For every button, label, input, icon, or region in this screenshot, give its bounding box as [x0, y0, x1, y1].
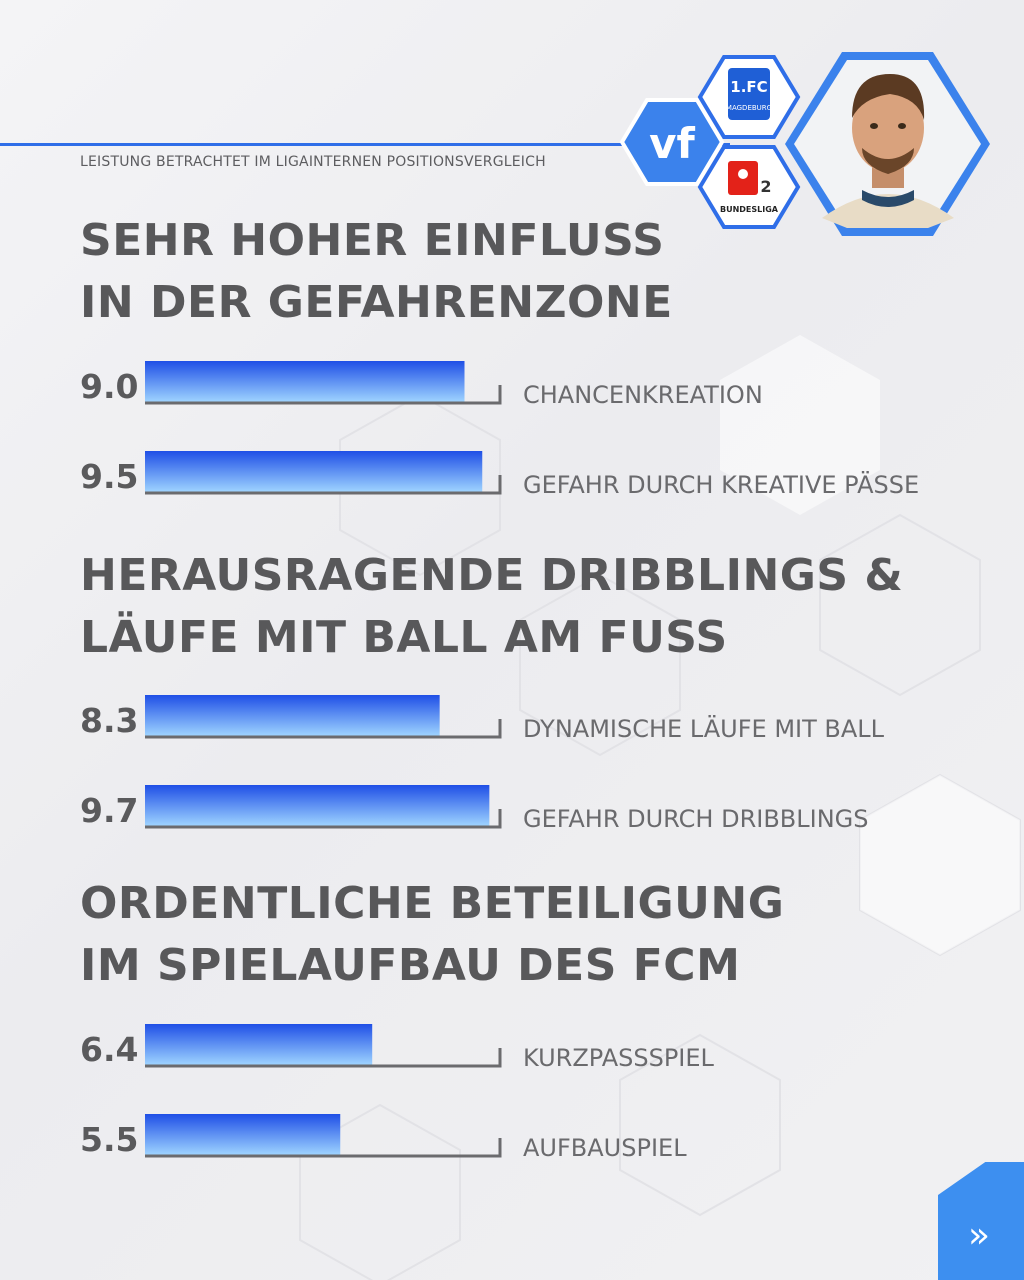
- bar-track: [145, 1138, 502, 1158]
- section-title-2-line2: LÄUFE MIT BALL AM FUSS: [80, 612, 728, 663]
- metric-row: 8.3 DYNAMISCHE LÄUFE MIT BALL: [80, 695, 885, 743]
- vf-badge-text: vf: [649, 119, 695, 168]
- section-title-1-line1: SEHR HOHER EINFLUSS: [80, 215, 665, 266]
- metric-row: 5.5 AUFBAUSPIEL: [80, 1114, 687, 1162]
- bar: [145, 1114, 341, 1155]
- bar-value-label: 6.4: [80, 1030, 138, 1069]
- bar-category-label: GEFAHR DURCH DRIBBLINGS: [523, 805, 869, 833]
- metric-row: 9.7 GEFAHR DURCH DRIBBLINGS: [80, 785, 869, 833]
- bar: [145, 361, 465, 402]
- bar-track: [145, 719, 502, 739]
- bar-category-label: AUFBAUSPIEL: [523, 1134, 687, 1162]
- bar-value-label: 9.0: [80, 367, 138, 406]
- club-logo: 1.FC MAGDEBURG: [697, 55, 801, 139]
- header-logos: vf 1.FC MAGDEBURG 2 BUNDESLIGA: [619, 52, 990, 236]
- bar-track: [145, 809, 502, 829]
- bar-value-label: 5.5: [80, 1120, 138, 1159]
- bar-value-label: 8.3: [80, 701, 138, 740]
- bar-value-label: 9.7: [80, 791, 138, 830]
- metric-row: 9.0 CHANCENKREATION: [80, 361, 763, 409]
- header-accent-line: [0, 143, 730, 146]
- club-logo-subtext: MAGDEBURG: [726, 104, 772, 112]
- league-logo: 2 BUNDESLIGA: [697, 145, 801, 229]
- section-title-3-line1: ORDENTLICHE BETEILIGUNG: [80, 878, 785, 929]
- club-logo-text: 1.FC: [730, 78, 767, 96]
- bar-category-label: CHANCENKREATION: [523, 381, 763, 409]
- section-title-1-line2: IN DER GEFAHRENZONE: [80, 277, 673, 328]
- bar: [145, 695, 440, 736]
- bar-category-label: KURZPASSSPIEL: [523, 1044, 715, 1072]
- bar: [145, 451, 483, 492]
- league-logo-number: 2: [760, 177, 771, 196]
- player-portrait: [785, 52, 990, 236]
- vf-badge: vf: [619, 98, 725, 186]
- bar-value-label: 9.5: [80, 457, 138, 496]
- metric-row: 9.5 GEFAHR DURCH KREATIVE PÄSSE: [80, 451, 919, 499]
- bar: [145, 785, 490, 826]
- bar-track: [145, 475, 502, 495]
- bar: [145, 1024, 373, 1065]
- section-title-3-line2: IM SPIELAUFBAU DES FCM: [80, 940, 741, 991]
- bar-category-label: DYNAMISCHE LÄUFE MIT BALL: [523, 714, 885, 743]
- section-title-2-line1: HERAUSRAGENDE DRIBBLINGS &: [80, 550, 904, 601]
- fast-forward-icon: »: [968, 1215, 991, 1256]
- bar-category-label: GEFAHR DURCH KREATIVE PÄSSE: [523, 470, 919, 499]
- bar-track: [145, 385, 502, 405]
- metric-row: 6.4 KURZPASSSPIEL: [80, 1024, 715, 1072]
- league-logo-text: BUNDESLIGA: [720, 205, 779, 214]
- page-subtitle: LEISTUNG BETRACHTET IM LIGAINTERNEN POSI…: [80, 154, 546, 170]
- bar-track: [145, 1048, 502, 1068]
